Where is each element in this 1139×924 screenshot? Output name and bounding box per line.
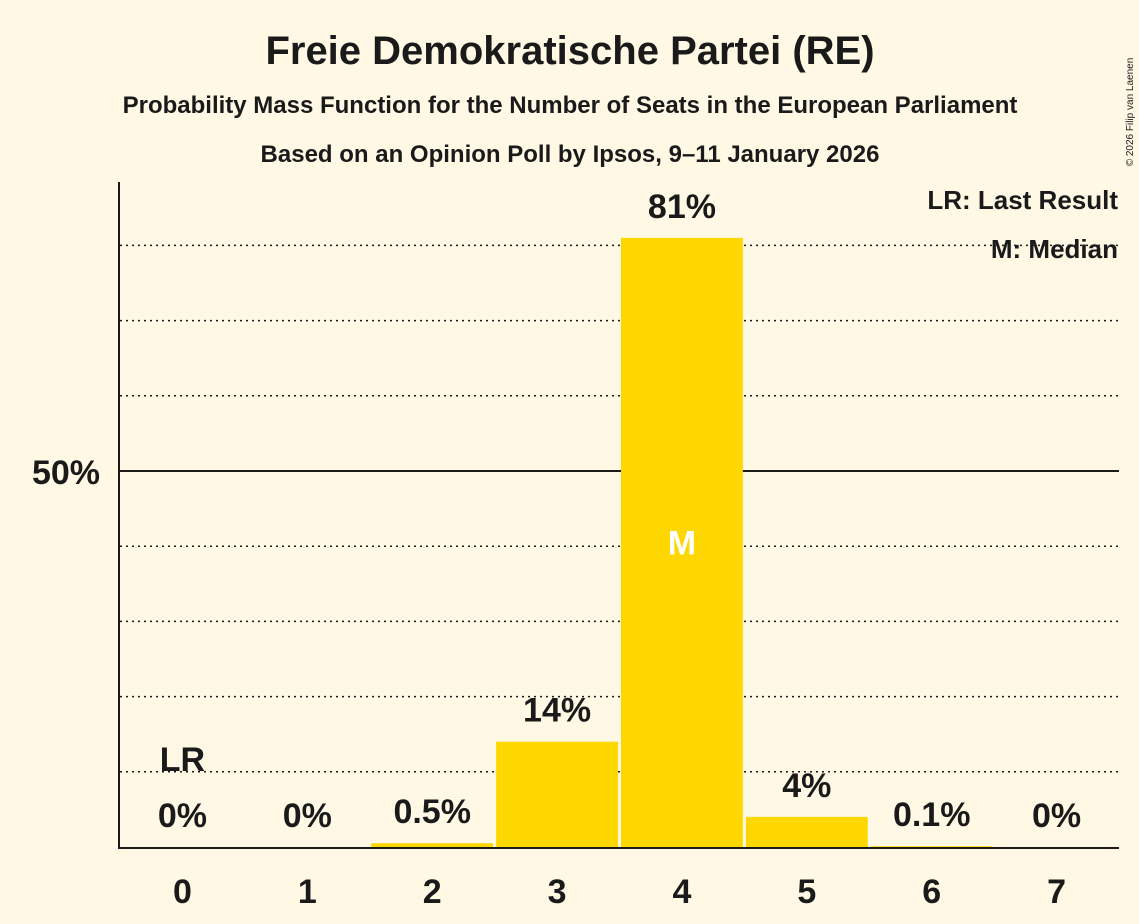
x-tick-label-1: 1 (298, 873, 317, 911)
bars (371, 237, 993, 847)
bar-seat-6 (870, 846, 993, 847)
x-tick-label-3: 3 (548, 873, 567, 911)
median-marker: M (668, 524, 696, 562)
copyright-note: © 2026 Filip van Laenen (1125, 58, 1136, 167)
chart-subtitle: Probability Mass Function for the Number… (123, 92, 1018, 119)
legend-last-result: LR: Last Result (927, 185, 1118, 215)
x-tick-label-2: 2 (423, 873, 442, 911)
x-tick-label-7: 7 (1047, 873, 1066, 911)
legend-median: M: Median (991, 234, 1118, 264)
bar-value-label-1: 0% (283, 797, 332, 835)
bar-value-label-3: 14% (523, 692, 591, 730)
x-tick-label-6: 6 (922, 873, 941, 911)
chart-title: Freie Demokratische Partei (RE) (265, 29, 874, 73)
bar-seat-2 (371, 843, 494, 847)
bar-value-label-5: 4% (782, 767, 831, 805)
x-tick-label-0: 0 (173, 873, 192, 911)
bar-value-label-0: 0% (158, 797, 207, 835)
gridlines (120, 244, 1119, 773)
bar-value-labels: 0% LR 0% 0.5% 14% 81% M 4% 0.1% 0% (158, 188, 1081, 835)
bar-seat-4 (621, 237, 743, 847)
bar-value-label-6: 0.1% (893, 796, 971, 834)
x-tick-label-5: 5 (797, 873, 816, 911)
y-tick-label-50: 50% (32, 454, 100, 492)
bar-seat-5 (745, 816, 868, 847)
chart-source: Based on an Opinion Poll by Ipsos, 9–11 … (261, 141, 880, 168)
bar-seat-3 (496, 741, 618, 847)
bar-value-label-2: 0.5% (393, 793, 471, 831)
x-tick-label-4: 4 (672, 873, 691, 911)
bar-value-label-4: 81% (648, 188, 716, 226)
last-result-marker: LR (160, 741, 205, 779)
x-tick-labels: 0 1 2 3 4 5 6 7 (173, 873, 1066, 911)
bar-value-label-7: 0% (1032, 797, 1081, 835)
